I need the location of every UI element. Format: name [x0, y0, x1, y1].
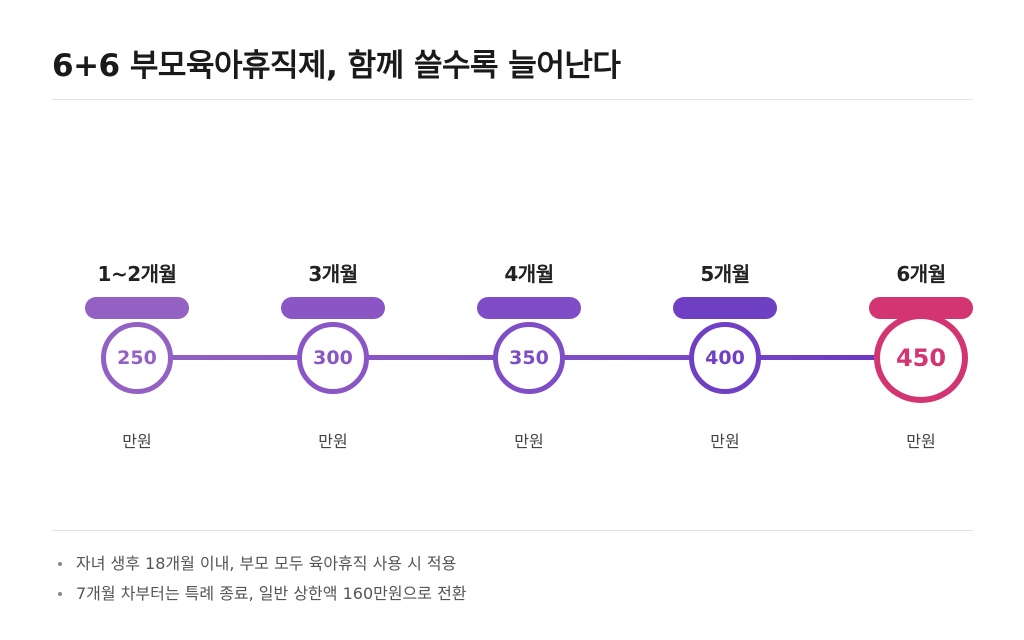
- page-title: 6+6 부모육아휴직제, 함께 쓸수록 늘어난다: [52, 48, 621, 84]
- timeline-stage-5: 6개월 450 만원: [869, 0, 973, 460]
- notes-list: 자녀 생후 18개월 이내, 부모 모두 육아휴직 사용 시 적용 7개월 차부…: [56, 549, 467, 609]
- stage-amount-circle: 300: [297, 322, 369, 394]
- note-item: 자녀 생후 18개월 이내, 부모 모두 육아휴직 사용 시 적용: [56, 549, 467, 579]
- stage-amount-value: 250: [117, 347, 157, 369]
- stage-period-label: 3개월: [308, 262, 358, 286]
- timeline-stage-3: 4개월 350 만원: [477, 0, 581, 460]
- stage-period-label: 1~2개월: [97, 262, 177, 286]
- stage-amount-value: 450: [895, 344, 947, 372]
- note-text: 7개월 차부터는 특례 종료, 일반 상한액 160만원으로 전환: [76, 584, 467, 603]
- bottom-divider: [52, 530, 973, 531]
- stage-pill: [673, 297, 777, 319]
- note-item: 7개월 차부터는 특례 종료, 일반 상한액 160만원으로 전환: [56, 579, 467, 609]
- stage-unit-label: 만원: [906, 432, 936, 451]
- timeline-stage-4: 5개월 400 만원: [673, 0, 777, 460]
- stage-amount-circle: 250: [101, 322, 173, 394]
- stage-unit-label: 만원: [514, 432, 544, 451]
- timeline-stage-2: 3개월 300 만원: [281, 0, 385, 460]
- stage-unit-label: 만원: [710, 432, 740, 451]
- stage-pill: [869, 297, 973, 319]
- note-text: 자녀 생후 18개월 이내, 부모 모두 육아휴직 사용 시 적용: [76, 554, 457, 573]
- stage-period-label: 5개월: [700, 262, 750, 286]
- bullet-dot-icon: [58, 592, 62, 596]
- stage-unit-label: 만원: [318, 432, 348, 451]
- stage-amount-value: 300: [313, 347, 353, 369]
- stage-amount-value: 400: [705, 347, 745, 369]
- timeline-stage-1: 1~2개월 250 만원: [85, 0, 189, 460]
- stage-period-label: 4개월: [504, 262, 554, 286]
- bullet-dot-icon: [58, 562, 62, 566]
- stage-amount-value: 350: [509, 347, 549, 369]
- stage-unit-label: 만원: [122, 432, 152, 451]
- stage-pill: [477, 297, 581, 319]
- stage-period-label: 6개월: [896, 262, 946, 286]
- top-divider: [52, 99, 973, 100]
- stage-pill: [281, 297, 385, 319]
- stage-amount-circle: 400: [689, 322, 761, 394]
- stage-pill: [85, 297, 189, 319]
- stage-amount-circle: 350: [493, 322, 565, 394]
- stage-amount-circle-highlight: 450: [874, 313, 968, 403]
